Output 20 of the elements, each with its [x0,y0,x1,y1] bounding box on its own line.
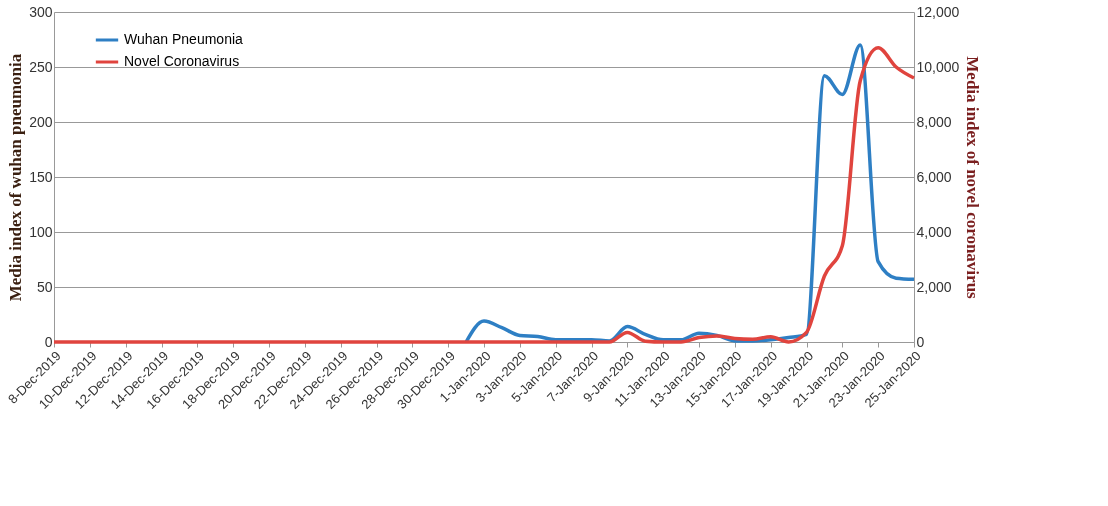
y-tick-label: 50 [36,278,53,295]
y-tick-label: 0 [44,333,53,350]
y2-tick-label: 8,000 [916,113,952,130]
y-tick-label: 200 [29,113,53,130]
line-series [52,46,916,344]
y-axis-title: Media index of wuhan pneumonia [6,53,26,302]
y2-axis-title: Media index of novel coronavirus [963,56,983,300]
legend-label: Wuhan Pneumonia [124,31,244,47]
legend-label: Novel Coronavirus [124,53,240,69]
line-series [464,43,916,344]
y-tick-label: 150 [29,168,53,185]
y2-tick-label: 6,000 [916,168,952,185]
y2-tick-label: 0 [916,333,925,350]
y-tick-label: 250 [29,58,53,75]
y-tick-label: 100 [29,223,53,240]
y2-tick-label: 4,000 [916,223,952,240]
y2-tick-label: 2,000 [916,278,952,295]
y2-tick-label: 12,000 [916,3,960,20]
y-tick-label: 300 [29,3,53,20]
y2-tick-label: 10,000 [916,58,960,75]
